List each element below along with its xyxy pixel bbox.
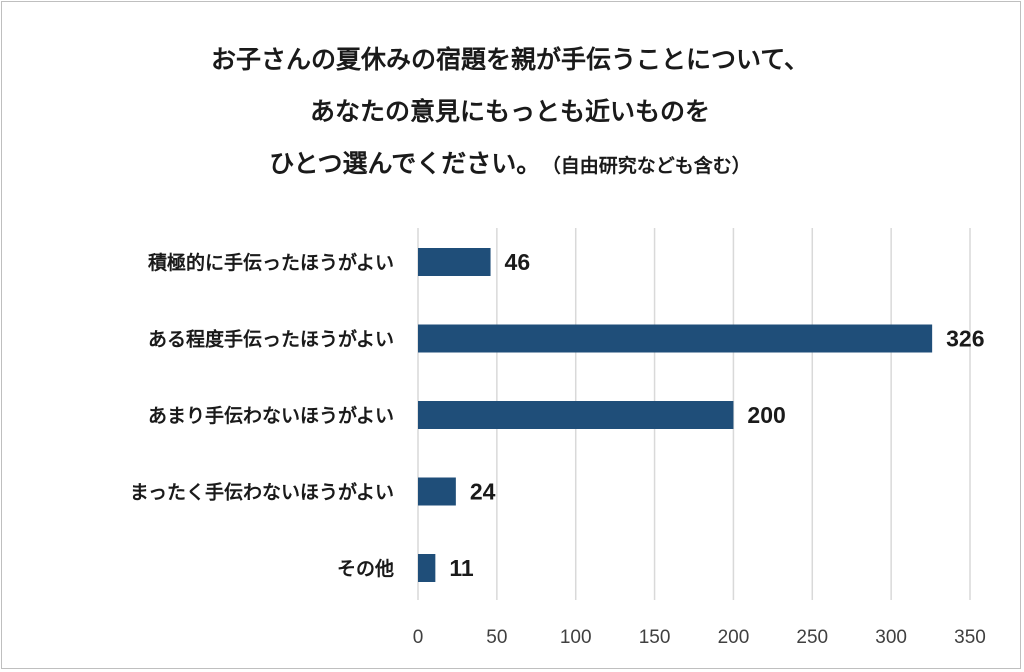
- bar: [418, 248, 491, 276]
- chart-title: お子さんの夏休みの宿題を親が手伝うことについて、 あなたの意見にもっとも近いもの…: [0, 34, 1020, 192]
- x-tick-label: 50: [486, 627, 507, 648]
- x-tick-label: 300: [875, 627, 907, 648]
- x-tick-label: 250: [796, 627, 828, 648]
- x-tick-labels: 0 50 100 150 200 250 300 350: [413, 627, 986, 648]
- category-label: あまり手伝わないほうがよい: [148, 404, 394, 427]
- data-label: 46: [505, 249, 531, 275]
- x-tick-label: 0: [413, 627, 424, 648]
- bar: [418, 554, 436, 582]
- x-tick-label: 150: [639, 627, 671, 648]
- data-label: 326: [946, 326, 984, 352]
- data-label: 24: [470, 479, 496, 505]
- title-line-1: お子さんの夏休みの宿題を親が手伝うことについて、: [210, 45, 809, 74]
- data-labels: 46 326 200 24 11: [449, 249, 984, 581]
- bar: [418, 477, 456, 506]
- category-label: まったく手伝わないほうがよい: [130, 481, 394, 504]
- bar: [418, 401, 734, 429]
- x-tick-label: 350: [954, 627, 986, 648]
- title-line-3-text: ひとつ選んでください。: [269, 149, 542, 178]
- title-line-3: ひとつ選んでください。 （自由研究なども含む）: [0, 138, 1020, 192]
- title-note: （自由研究なども含む）: [551, 155, 751, 177]
- title-line-2: あなたの意見にもっとも近いものを: [309, 97, 710, 126]
- data-label: 200: [747, 402, 785, 428]
- bars: [418, 248, 933, 582]
- x-tick-label: 100: [560, 627, 592, 648]
- category-label: その他: [337, 557, 394, 580]
- bar: [418, 324, 933, 353]
- data-label: 11: [449, 555, 474, 581]
- category-label: ある程度手伝ったほうがよい: [148, 328, 394, 351]
- category-labels: 積極的に手伝ったほうがよいある程度手伝ったほうがよいあまり手伝わないほうがよいま…: [130, 251, 394, 580]
- x-tick-label: 200: [718, 627, 750, 648]
- category-label: 積極的に手伝ったほうがよい: [148, 251, 394, 274]
